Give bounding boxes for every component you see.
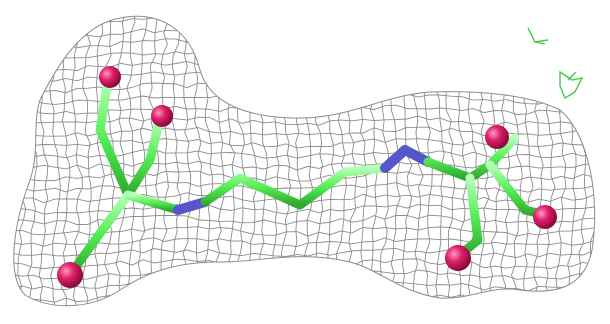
- mesh-line: [13, 247, 595, 258]
- bond-nitrogen: [380, 145, 433, 173]
- mesh-line: [13, 269, 595, 281]
- mesh-line: [247, 16, 259, 306]
- oxygen-atom: [445, 245, 471, 271]
- mesh-line: [148, 16, 160, 306]
- mesh-line: [402, 16, 413, 306]
- mesh-line: [171, 16, 182, 306]
- mesh-line: [13, 93, 595, 105]
- mesh-line: [467, 16, 479, 306]
- mesh-line: [533, 16, 545, 306]
- mesh-line: [270, 16, 281, 306]
- bond-carbon: [95, 75, 133, 200]
- mesh-line: [258, 16, 269, 306]
- bond-carbon: [123, 190, 183, 215]
- stray-density-fragments: [527, 27, 584, 100]
- mesh-line: [137, 16, 149, 306]
- mesh-line: [335, 16, 347, 306]
- mesh-line: [203, 16, 214, 306]
- mesh-line: [13, 204, 595, 215]
- oxygen-atom: [151, 105, 173, 127]
- mesh-line: [0, 0, 5, 319]
- oxygen-atoms: [57, 66, 557, 288]
- mesh-line: [16, 16, 28, 306]
- mesh-line: [13, 214, 595, 226]
- mesh-line: [13, 16, 595, 17]
- bond-carbon: [200, 163, 390, 210]
- mesh-line: [27, 16, 38, 306]
- mesh-line: [13, 291, 595, 303]
- oxygen-atom: [533, 205, 557, 229]
- mesh-line: [115, 16, 127, 306]
- mesh-line: [13, 71, 595, 83]
- mesh-line: [314, 16, 324, 306]
- mesh-line: [236, 16, 248, 306]
- mesh-line: [280, 16, 292, 306]
- oxygen-atom: [57, 262, 83, 288]
- bond-carbon: [423, 133, 520, 183]
- mesh-line: [13, 16, 16, 306]
- density-mesh-outline: [13, 15, 596, 307]
- mesh-line: [13, 181, 595, 193]
- mesh-line: [0, 314, 605, 323]
- bond-carbon: [455, 173, 483, 260]
- mesh-line: [359, 16, 369, 306]
- bond-carbon: [67, 190, 133, 277]
- oxygen-atom: [485, 125, 509, 149]
- mesh-line: [325, 16, 336, 306]
- mesh-line: [225, 16, 237, 306]
- mesh-line: [94, 16, 105, 306]
- mesh-line: [478, 16, 490, 306]
- mesh-line: [291, 16, 302, 306]
- mesh-line: [13, 170, 595, 182]
- mesh-line: [38, 16, 50, 306]
- mesh-line: [0, 0, 605, 5]
- mesh-line: [302, 16, 313, 306]
- mesh-line: [13, 27, 595, 39]
- oxygen-atom: [99, 66, 121, 88]
- mesh-line: [456, 16, 468, 306]
- mesh-line: [588, 16, 595, 306]
- mesh-line: [13, 82, 595, 94]
- mesh-line: [445, 16, 456, 306]
- mesh-line: [13, 149, 595, 159]
- mesh-line: [500, 16, 512, 306]
- mesh-line: [13, 16, 595, 28]
- mesh-line: [160, 16, 170, 306]
- mesh-line: [193, 16, 203, 306]
- mesh-line: [511, 16, 523, 306]
- mesh-line: [182, 16, 192, 306]
- mesh-line: [523, 16, 534, 306]
- mesh-line: [346, 16, 358, 306]
- mesh-line: [126, 16, 136, 306]
- mesh-line: [13, 60, 595, 72]
- mesh-line: [545, 16, 556, 306]
- bond-nitrogen: [173, 197, 210, 215]
- bond-carbon: [123, 113, 165, 200]
- mesh-line: [214, 16, 225, 306]
- mesh-line: [435, 16, 445, 306]
- mesh-line: [82, 16, 94, 306]
- mesh-line: [13, 160, 595, 171]
- mesh-line: [555, 16, 567, 306]
- mesh-line: [13, 226, 595, 237]
- mesh-line: [13, 237, 595, 247]
- mesh-line: [600, 0, 609, 319]
- mesh-line: [578, 16, 588, 306]
- mesh-line: [566, 16, 577, 306]
- mesh-line: [13, 38, 595, 50]
- mesh-line: [13, 50, 595, 61]
- mesh-line: [13, 302, 595, 306]
